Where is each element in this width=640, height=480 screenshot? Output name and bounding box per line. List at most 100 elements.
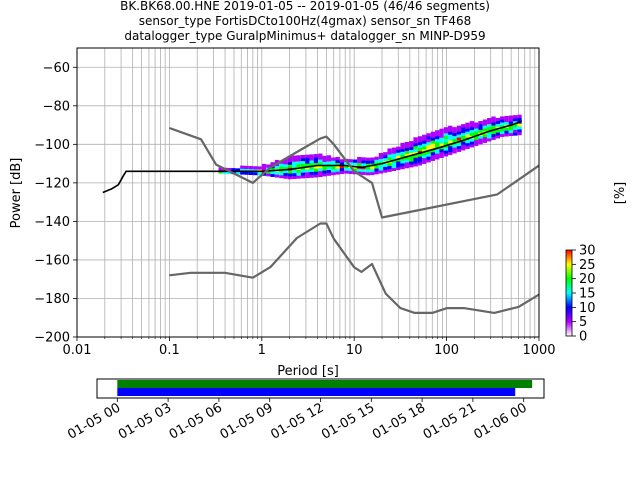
- y-tick-label: −180: [34, 292, 70, 307]
- y-axis-label: Power [dB]: [9, 158, 24, 229]
- density-cell: [318, 173, 323, 177]
- density-cell: [370, 157, 375, 161]
- colorbar-tick-label: 20: [579, 272, 596, 287]
- density-cell: [426, 136, 431, 140]
- density-cell: [387, 151, 392, 155]
- density-cell: [383, 155, 388, 159]
- density-cell: [396, 152, 401, 156]
- density-cell: [300, 172, 306, 176]
- density-cell: [274, 174, 280, 178]
- density-cell: [430, 140, 436, 144]
- density-cell: [326, 172, 332, 176]
- density-cell: [287, 158, 293, 162]
- density-cell: [396, 164, 401, 168]
- density-cell: [335, 165, 340, 169]
- density-cell: [500, 133, 505, 137]
- density-cell: [443, 153, 449, 157]
- density-cell: [435, 144, 440, 148]
- density-cell: [491, 122, 496, 126]
- density-cell: [504, 130, 509, 134]
- density-cell: [370, 171, 375, 176]
- density-cell: [452, 130, 457, 134]
- x-tick-label: 1000: [522, 343, 555, 358]
- density-cell: [266, 170, 271, 174]
- density-cell: [391, 156, 397, 160]
- density-cell: [478, 135, 483, 139]
- density-cell: [378, 155, 384, 160]
- density-cell: [448, 148, 453, 153]
- density-cell: [443, 130, 449, 134]
- timeline-bars: [117, 380, 533, 396]
- density-cell: [422, 146, 427, 150]
- density-cell: [495, 132, 501, 136]
- density-cell: [361, 168, 366, 173]
- colorbar-bar: [565, 249, 573, 337]
- density-cell: [500, 116, 505, 120]
- density-cell: [452, 135, 457, 139]
- timeline-tick-label: 01-05 00: [65, 400, 123, 442]
- density-cell: [361, 163, 366, 167]
- density-cell: [387, 157, 392, 161]
- density-cell: [456, 125, 462, 129]
- density-cell: [487, 132, 492, 136]
- density-cell: [400, 157, 405, 161]
- density-cell: [474, 131, 479, 135]
- density-cell: [378, 164, 384, 168]
- density-cell: [487, 138, 492, 142]
- density-cell: [378, 170, 384, 174]
- density-cell: [378, 152, 384, 157]
- density-cell: [430, 151, 436, 156]
- density-cell: [504, 121, 509, 125]
- density-cell: [313, 174, 319, 178]
- density-cell: [469, 141, 475, 145]
- density-cell: [300, 157, 306, 162]
- density-cell: [422, 143, 427, 147]
- colorbar-label: [%]: [613, 182, 628, 205]
- density-cell: [240, 168, 245, 172]
- density-cell: [495, 123, 501, 127]
- density-cell: [400, 142, 405, 147]
- density-cell: [365, 163, 371, 167]
- density-cell: [404, 165, 410, 169]
- density-cell: [487, 135, 492, 139]
- density-cell: [482, 133, 488, 138]
- density-cell: [413, 157, 418, 161]
- density-cell: [305, 169, 310, 173]
- density-cell: [439, 154, 444, 158]
- colorbar-tick-label: 25: [579, 258, 596, 273]
- density-cell: [513, 115, 518, 119]
- density-cell: [292, 158, 297, 162]
- density-cell: [422, 157, 427, 162]
- density-cell: [313, 159, 319, 164]
- density-cell: [352, 168, 358, 172]
- density-cell: [413, 145, 418, 150]
- density-cell: [417, 142, 423, 146]
- density-cell: [465, 139, 470, 144]
- density-cell: [261, 166, 267, 170]
- density-cell: [331, 160, 336, 164]
- density-cell: [452, 150, 457, 154]
- density-cell: [504, 118, 509, 123]
- timeline-tick-label: 01-05 12: [268, 400, 326, 442]
- density-cell: [426, 141, 431, 146]
- density-cell: [391, 147, 397, 151]
- density-cell: [435, 130, 440, 134]
- density-cell: [331, 169, 336, 173]
- density-cell: [404, 141, 410, 146]
- density-cell: [469, 144, 475, 148]
- density-cell: [396, 146, 401, 150]
- density-cell: [365, 169, 371, 173]
- density-cell: [279, 163, 284, 167]
- density-cell: [370, 160, 375, 164]
- y-tick-label: −160: [34, 253, 70, 268]
- density-cell: [435, 136, 440, 140]
- density-cell: [283, 169, 288, 173]
- density-cell: [452, 127, 457, 131]
- y-tick-label: −100: [34, 138, 70, 153]
- density-cell: [443, 127, 449, 131]
- density-cell: [339, 165, 345, 169]
- density-cell: [500, 130, 505, 135]
- density-cell: [443, 135, 449, 140]
- density-cell: [287, 173, 293, 177]
- density-cell: [439, 131, 444, 135]
